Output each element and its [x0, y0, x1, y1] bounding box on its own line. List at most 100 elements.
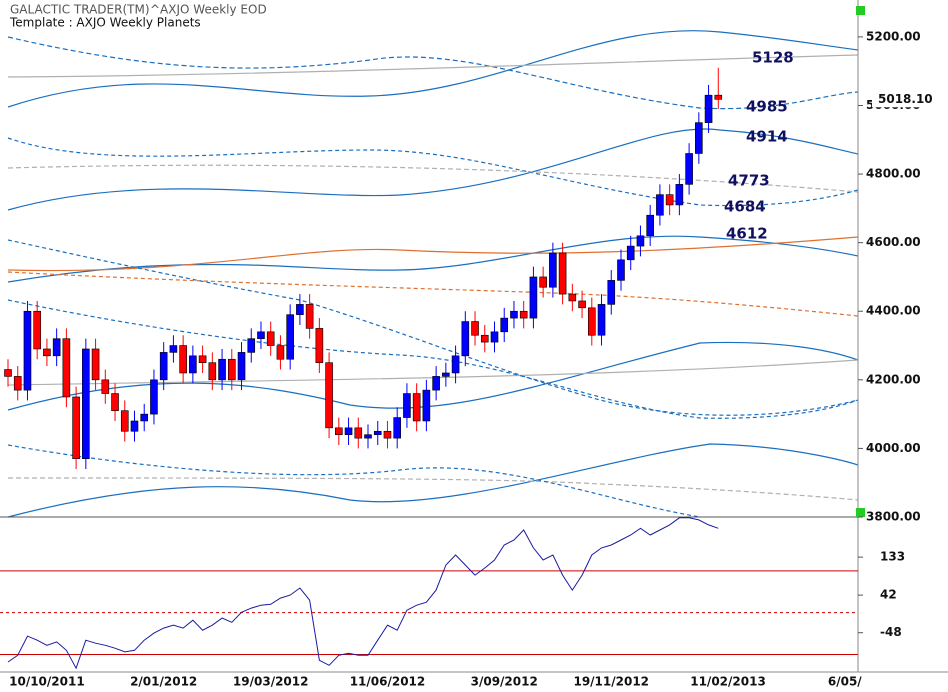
app-title: GALACTIC TRADER(TM) — [10, 3, 150, 17]
candle-body — [704, 94, 713, 123]
planet-line — [7, 36, 859, 110]
candle-body — [685, 153, 693, 185]
candle-body — [412, 393, 421, 422]
candle-body — [451, 355, 460, 374]
y-tick-label: 4200.00 — [866, 372, 921, 386]
x-tick-label: 11/06/2012 — [350, 675, 426, 689]
candle-body — [4, 369, 12, 377]
planet-line — [7, 477, 859, 501]
candle-body — [227, 358, 236, 381]
planet-line — [7, 30, 859, 108]
planet-line — [7, 341, 859, 411]
symbol-label: ^AXJO Weekly EOD — [150, 3, 267, 17]
candle-body — [130, 420, 139, 432]
x-tick-label: 19/11/2012 — [573, 675, 649, 689]
candle-body — [373, 430, 382, 435]
planet-line — [7, 54, 859, 78]
candle-body — [480, 334, 489, 343]
candle-body — [695, 122, 703, 154]
candle-body — [101, 379, 110, 394]
x-tick-label: 10/10/2011 — [9, 675, 85, 689]
candle-body — [305, 304, 314, 329]
candle-body — [111, 393, 119, 411]
annotation: 4773 — [728, 172, 770, 190]
last-price-box — [872, 91, 940, 108]
candle-body — [198, 355, 207, 363]
candle-body — [266, 331, 275, 346]
candle-body — [13, 376, 22, 391]
x-tick-label: 6/05/ — [828, 675, 862, 689]
candle-body — [422, 389, 431, 422]
candle-body — [354, 427, 363, 439]
candle-body — [626, 245, 635, 261]
candle-body — [325, 362, 333, 429]
candle-body — [247, 338, 256, 353]
y-tick-label: 4000.00 — [866, 441, 921, 455]
candle-body — [656, 194, 664, 216]
annotation: 4985 — [746, 98, 788, 116]
candle-body — [140, 413, 149, 422]
candle-body — [500, 317, 509, 333]
y-tick-label: 4800.00 — [866, 167, 921, 181]
candle-body — [344, 427, 353, 435]
x-tick-label: 2/01/2012 — [130, 675, 197, 689]
candle-body — [539, 276, 547, 288]
candle-body — [189, 355, 197, 374]
candle-body — [286, 314, 294, 360]
y-tick-label: 5200.00 — [866, 29, 921, 43]
planet-line — [7, 236, 859, 272]
annotation: 4684 — [724, 198, 766, 216]
candle-body — [23, 310, 32, 391]
candle-body — [169, 345, 178, 353]
candle-body — [179, 345, 187, 374]
candle-body — [597, 304, 606, 336]
planetary-lines — [7, 30, 859, 518]
candle-body — [578, 300, 586, 309]
candle-body — [617, 259, 625, 281]
candle-body — [72, 396, 80, 460]
y-tick-label: 4600.00 — [866, 235, 921, 249]
candle-body — [52, 338, 61, 357]
candle-body — [296, 304, 304, 315]
candle-body — [646, 214, 654, 237]
candle-body — [315, 328, 324, 363]
oscillator-line — [7, 517, 719, 670]
annotation: 4612 — [726, 225, 768, 243]
candle-body — [33, 310, 41, 350]
candle-body — [91, 348, 100, 381]
candle-body — [393, 417, 402, 439]
candle-body — [587, 307, 596, 336]
planet-line — [7, 164, 859, 193]
candle-body — [276, 345, 285, 360]
candle-body — [675, 184, 684, 206]
candle-body — [471, 321, 479, 336]
annotation: 4914 — [746, 128, 788, 146]
candle-body — [442, 372, 450, 377]
candle-body — [383, 430, 392, 439]
candle-body — [510, 310, 518, 319]
candle-body — [403, 393, 411, 418]
planet-line — [7, 299, 859, 419]
candle-body — [364, 434, 372, 439]
candle-body — [120, 410, 129, 432]
candle-body — [208, 362, 217, 381]
candle-body — [490, 331, 499, 343]
x-tick-label: 19/03/2012 — [233, 675, 309, 689]
y-tick-label: -48 — [880, 625, 902, 639]
y-tick-label: 4400.00 — [866, 304, 921, 318]
y-tick-label: 42 — [880, 588, 897, 602]
candle-body — [558, 252, 567, 295]
y-tick-label: 133 — [880, 550, 905, 564]
planet-line — [7, 443, 859, 518]
corner-marker — [856, 6, 865, 15]
candle-body — [159, 352, 168, 381]
candle-body — [43, 348, 51, 357]
candle-body — [461, 321, 470, 357]
candle-body — [636, 235, 645, 247]
candle-body — [237, 352, 246, 381]
candle-body — [607, 280, 616, 305]
candle-body — [257, 331, 265, 339]
annotation: 5128 — [752, 49, 794, 67]
planet-line — [7, 239, 859, 416]
